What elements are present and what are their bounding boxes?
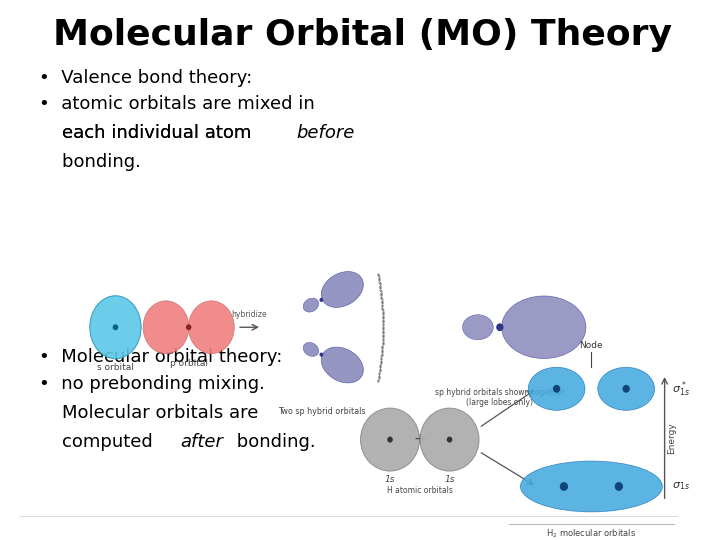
- Ellipse shape: [143, 301, 189, 354]
- Ellipse shape: [320, 353, 323, 356]
- Ellipse shape: [598, 367, 654, 410]
- Ellipse shape: [387, 436, 393, 443]
- Ellipse shape: [321, 272, 364, 307]
- Text: Molecular orbitals are: Molecular orbitals are: [39, 403, 258, 422]
- Text: H atomic orbitals: H atomic orbitals: [387, 486, 453, 495]
- Ellipse shape: [112, 324, 118, 330]
- Ellipse shape: [189, 301, 234, 354]
- Text: 1s: 1s: [384, 475, 395, 484]
- Text: Node: Node: [580, 341, 603, 350]
- Text: $\sigma_{1s}$: $\sigma_{1s}$: [672, 481, 690, 492]
- Text: •  Molecular orbital theory:: • Molecular orbital theory:: [39, 348, 282, 366]
- Text: each individual atom: each individual atom: [39, 124, 257, 142]
- Text: •  Valence bond theory:: • Valence bond theory:: [39, 69, 252, 86]
- Text: each individual atom: each individual atom: [39, 124, 257, 142]
- Ellipse shape: [90, 296, 141, 359]
- Text: H$_2$ molecular orbitals: H$_2$ molecular orbitals: [546, 528, 636, 540]
- Ellipse shape: [303, 298, 319, 312]
- Text: computed: computed: [39, 433, 158, 450]
- Ellipse shape: [321, 347, 364, 383]
- Ellipse shape: [502, 296, 586, 359]
- Text: bonding.: bonding.: [39, 153, 141, 171]
- Ellipse shape: [560, 482, 568, 491]
- Text: +: +: [413, 432, 426, 447]
- Ellipse shape: [521, 461, 662, 512]
- Ellipse shape: [462, 315, 493, 340]
- Text: •  no prebonding mixing.: • no prebonding mixing.: [39, 375, 265, 393]
- Ellipse shape: [361, 408, 420, 471]
- Text: after: after: [180, 433, 223, 450]
- Ellipse shape: [446, 436, 452, 443]
- Text: bonding.: bonding.: [231, 433, 315, 450]
- Text: s orbital: s orbital: [97, 363, 134, 372]
- Text: p orbital: p orbital: [170, 359, 207, 368]
- Ellipse shape: [320, 298, 323, 302]
- Ellipse shape: [186, 325, 192, 330]
- Ellipse shape: [623, 385, 630, 393]
- Text: 1s: 1s: [444, 475, 455, 484]
- Text: •  atomic orbitals are mixed in: • atomic orbitals are mixed in: [39, 95, 315, 113]
- Text: before: before: [297, 124, 355, 142]
- Text: Two sp hybrid orbitals: Two sp hybrid orbitals: [278, 407, 365, 416]
- Text: $\sigma^*_{1s}$: $\sigma^*_{1s}$: [672, 379, 690, 399]
- Text: sp hybrid orbitals shown together
(large lobes only): sp hybrid orbitals shown together (large…: [435, 388, 564, 407]
- Ellipse shape: [303, 342, 319, 356]
- Ellipse shape: [528, 367, 585, 410]
- Ellipse shape: [553, 385, 560, 393]
- Ellipse shape: [420, 408, 479, 471]
- Text: Molecular Orbital (MO) Theory: Molecular Orbital (MO) Theory: [53, 18, 672, 52]
- Text: Energy: Energy: [667, 422, 676, 454]
- Text: hybridize: hybridize: [232, 310, 267, 320]
- Ellipse shape: [496, 323, 503, 331]
- Ellipse shape: [615, 482, 623, 491]
